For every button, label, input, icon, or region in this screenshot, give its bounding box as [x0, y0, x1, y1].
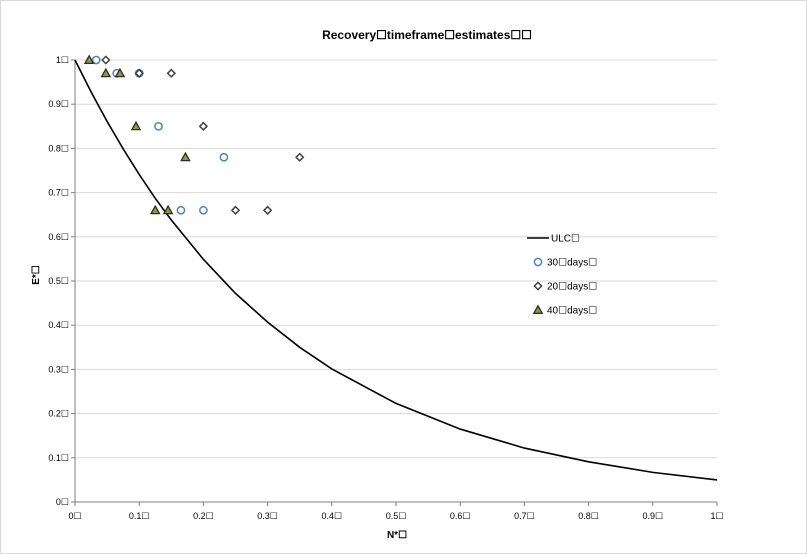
- legend-label: 30☐days☐: [547, 258, 597, 269]
- series-layer: [74, 54, 718, 481]
- data-point: [166, 68, 176, 78]
- x-tick-label: 0.7☐: [514, 511, 535, 521]
- y-tick-label: 0.6☐: [48, 232, 69, 242]
- y-tick-label: 0.1☐: [48, 453, 69, 463]
- ulc-curve: [74, 59, 718, 481]
- legend-item: 20☐days☐: [533, 281, 597, 293]
- x-tick-label: 0.9☐: [643, 511, 664, 521]
- data-point: [100, 67, 112, 78]
- legend-item: 40☐days☐: [532, 304, 597, 317]
- x-tick-label: 0.5☐: [386, 511, 407, 521]
- data-point: [134, 68, 144, 78]
- y-tick-label: 0☐: [56, 497, 69, 507]
- legend-swatch: [533, 281, 543, 291]
- data-point: [91, 55, 101, 65]
- legend-label: ULC☐: [551, 234, 580, 245]
- data-point: [176, 205, 186, 215]
- legend-swatch: [533, 257, 543, 267]
- data-point: [219, 152, 229, 162]
- y-tick-label: 0.2☐: [48, 409, 69, 419]
- y-tick-label: 0.8☐: [48, 143, 69, 153]
- data-point: [295, 152, 305, 162]
- data-point: [130, 120, 142, 131]
- data-point: [198, 121, 209, 131]
- data-point: [162, 204, 174, 215]
- x-tick-label: 0.2☐: [193, 511, 214, 521]
- data-point: [180, 151, 191, 162]
- legend-swatch: [532, 304, 544, 315]
- data-point: [262, 205, 273, 215]
- legend: ULC☐ 30☐days☐ 20☐days☐ 40☐days☐: [527, 234, 597, 317]
- data-point: [154, 121, 163, 131]
- data-point: [199, 205, 208, 215]
- series-2: [101, 55, 305, 215]
- legend-item: ULC☐: [527, 234, 580, 245]
- legend-label: 40☐days☐: [547, 306, 597, 317]
- series-0: [74, 59, 718, 481]
- x-tick-label: 1☐: [710, 511, 723, 521]
- y-axis-title: E*☐: [31, 265, 42, 285]
- axes: 0☐ 0.1☐ 0.2☐ 0.3☐ 0.4☐ 0.5☐ 0.6☐ 0.7☐ 0.8☐ 0.9☐ 1☐…: [48, 55, 723, 521]
- series-3: [83, 54, 191, 215]
- y-tick-label: 0.7☐: [48, 188, 69, 198]
- y-tick-label: 0.9☐: [48, 99, 69, 109]
- y-tick-label: 1☐: [56, 55, 69, 65]
- chart-title: Recovery☐timeframe☐estimates☐☐: [322, 28, 532, 42]
- data-point: [114, 67, 126, 78]
- x-tick-label: 0.3☐: [257, 511, 278, 521]
- x-tick-label: 0.1☐: [129, 511, 150, 521]
- y-tick-label: 0.3☐: [48, 364, 69, 374]
- data-point: [230, 205, 241, 215]
- x-tick-label: 0.8☐: [578, 511, 599, 521]
- legend-label: 20☐days☐: [547, 282, 597, 293]
- data-point: [149, 204, 161, 215]
- y-tick-label: 0.4☐: [48, 320, 69, 330]
- x-tick-label: 0☐: [68, 511, 81, 521]
- grid-lines: [75, 59, 717, 459]
- legend-item: 30☐days☐: [533, 257, 597, 269]
- data-point: [101, 55, 111, 65]
- x-tick-label: 0.4☐: [322, 511, 343, 521]
- y-tick-label: 0.5☐: [48, 276, 69, 286]
- x-axis-title: N*☐: [387, 530, 407, 541]
- series-1: [91, 55, 229, 215]
- data-point: [83, 54, 95, 65]
- x-tick-label: 0.6☐: [450, 511, 471, 521]
